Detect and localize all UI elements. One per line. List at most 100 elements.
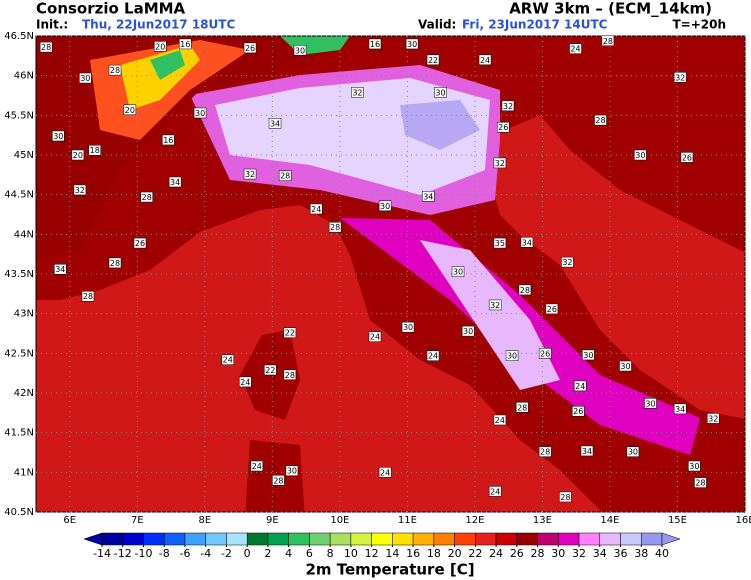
station-box [283,369,297,381]
station-box [368,331,382,342]
station-value: 28 [330,223,340,232]
station-box [573,380,587,392]
station-value: 34 [675,405,685,414]
station-box [569,43,582,54]
colorbar-cell [101,532,123,546]
station-box [293,45,307,56]
valid-time: Fri, 23Jun2017 14UTC [462,18,608,32]
colorbar-label: 40 [655,547,669,560]
station-value: 28 [41,43,51,52]
x-tick-label: 12E [465,515,484,526]
station-value: 32 [245,170,255,179]
colorbar-cell [288,532,310,546]
station-box [168,176,182,188]
station-box [680,152,694,163]
colorbar-cell [184,532,206,546]
station-value: 30 [689,462,699,471]
station-value: 32 [495,159,505,168]
station-box [461,325,475,337]
colorbar-cell [226,532,248,546]
station-value: 26 [135,239,145,248]
station-value: 30 [403,323,413,332]
station-box [268,118,282,129]
station-value: 30 [407,40,417,49]
station-box [501,100,515,112]
station-value: 28 [595,116,605,125]
station-value: 28 [273,476,283,485]
station-value: 32 [675,73,685,82]
colorbar-cell [246,532,269,546]
colorbar-cell [475,532,497,546]
x-tick-label: 10E [330,515,349,526]
station-box [426,350,440,361]
colorbar-cell [620,532,642,546]
station-value: 32 [490,301,500,310]
colorbar-cell [122,532,144,546]
station-value: 16 [163,136,173,145]
colorbar-label: 18 [427,547,441,560]
colorbar-cell [454,532,476,546]
station-value: 26 [573,407,583,416]
station-box [434,87,447,98]
station-value: 28 [110,259,120,268]
model: ARW 3km – (ECM_14km) [509,0,712,18]
station-value: 24 [240,378,250,387]
y-tick-label: 46.5N [4,31,34,42]
station-box [140,191,153,203]
colorbar-cell [641,532,663,546]
station-box [79,72,92,84]
colorbar-cell [599,532,621,546]
station-value: 24 [570,45,580,54]
station-box [426,54,440,66]
station-box [243,42,257,54]
station-value: 28 [520,286,530,295]
colorbar-label: 22 [468,547,482,560]
station-box [250,460,264,472]
station-box [309,203,323,215]
colorbar-cell [309,532,331,546]
station-box [162,134,175,146]
colorbar-cell [143,532,165,546]
station-box [505,350,519,361]
station-box [54,263,67,275]
colorbar-label: 20 [448,547,462,560]
station-value: 35 [495,239,505,248]
station-box [478,54,492,66]
station-box [193,107,207,119]
y-tick-label: 43N [14,309,34,320]
station-value: 32 [562,258,572,267]
y-tick-label: 40.5N [4,507,34,518]
station-value: 34 [270,119,280,128]
y-tick-label: 42.5N [4,348,34,359]
station-value: 34 [582,447,592,456]
station-value: 26 [540,349,550,358]
station-box [497,121,510,133]
x-tick-label: 9E [266,515,279,526]
station-box [108,64,122,76]
y-tick-label: 43.5N [4,269,34,280]
y-tick-label: 42N [14,388,34,399]
colorbar-label: 26 [510,547,524,560]
station-box [405,38,419,50]
station-box [619,360,632,372]
station-value: 30 [287,467,297,476]
station-box [278,170,292,181]
station-value: 24 [575,382,585,391]
station-box [538,446,552,457]
station-box [422,191,435,202]
station-value: 32 [75,186,85,195]
station-box [571,405,585,417]
valid-label: Valid: [418,18,456,32]
station-box [73,184,87,196]
station-value: 32 [503,102,513,111]
x-tick-label: 15E [668,515,687,526]
station-value: 28 [560,493,570,502]
station-value: 22 [285,329,295,338]
station-value: 24 [311,205,321,214]
station-value: 30 [620,362,630,371]
colorbar-title: 2m Temperature [C] [305,561,474,579]
station-box [133,237,147,249]
colorbar-cell [558,532,580,546]
colorbar-cell [537,532,559,546]
